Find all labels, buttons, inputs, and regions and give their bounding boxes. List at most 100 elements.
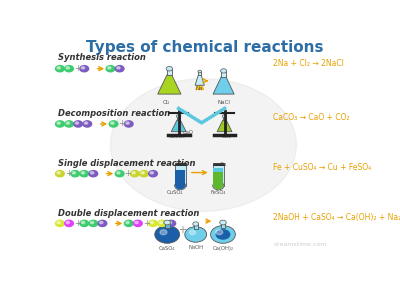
Circle shape: [80, 220, 88, 226]
Text: Double displacement reaction: Double displacement reaction: [58, 209, 199, 218]
Polygon shape: [196, 82, 203, 90]
Circle shape: [134, 220, 142, 226]
Bar: [167, 69, 172, 75]
Circle shape: [117, 67, 120, 69]
Circle shape: [159, 221, 162, 224]
Circle shape: [216, 229, 230, 240]
Text: Cl₂: Cl₂: [162, 100, 170, 105]
Circle shape: [210, 226, 235, 243]
Circle shape: [57, 122, 60, 124]
Circle shape: [65, 220, 73, 226]
Polygon shape: [171, 120, 186, 132]
Text: Ca(OH)₂: Ca(OH)₂: [212, 246, 234, 251]
Text: 2Na + Cl₂ → 2NaCl: 2Na + Cl₂ → 2NaCl: [273, 59, 344, 68]
Bar: [213, 163, 224, 165]
Circle shape: [90, 221, 94, 224]
Text: Synthesis reaction: Synthesis reaction: [58, 53, 146, 62]
Circle shape: [130, 170, 139, 177]
Circle shape: [65, 66, 73, 72]
Text: Na: Na: [196, 86, 204, 91]
Circle shape: [132, 172, 135, 174]
Circle shape: [198, 70, 202, 73]
Text: Cu: Cu: [220, 162, 226, 167]
Circle shape: [110, 79, 296, 211]
Circle shape: [80, 66, 88, 72]
Bar: [223, 116, 226, 120]
Circle shape: [216, 230, 223, 235]
Bar: [221, 71, 226, 77]
Circle shape: [175, 182, 185, 189]
Circle shape: [164, 220, 170, 225]
Circle shape: [90, 172, 94, 174]
Circle shape: [115, 170, 124, 177]
Bar: [213, 168, 223, 172]
Circle shape: [81, 221, 85, 224]
Circle shape: [220, 69, 227, 73]
Circle shape: [149, 220, 157, 226]
Circle shape: [65, 121, 73, 127]
Circle shape: [72, 172, 76, 174]
Text: 2NaOH + CaSO₄ → Ca(OH)₂ + Na₂SO₄: 2NaOH + CaSO₄ → Ca(OH)₂ + Na₂SO₄: [273, 213, 400, 222]
Text: CaCO₃: CaCO₃: [168, 134, 185, 139]
Circle shape: [222, 115, 227, 118]
Circle shape: [168, 221, 172, 224]
Circle shape: [141, 172, 144, 174]
Circle shape: [111, 122, 114, 124]
Circle shape: [213, 182, 223, 189]
Circle shape: [185, 227, 207, 242]
Polygon shape: [213, 77, 234, 94]
Circle shape: [71, 170, 80, 177]
Bar: [213, 165, 224, 186]
Text: Decomposition reaction: Decomposition reaction: [58, 110, 170, 119]
Circle shape: [189, 230, 196, 235]
Polygon shape: [217, 120, 232, 132]
Circle shape: [57, 172, 60, 174]
Circle shape: [124, 220, 133, 226]
Circle shape: [106, 66, 115, 72]
Text: FeSO₄: FeSO₄: [210, 190, 226, 195]
Text: CO₂: CO₂: [222, 134, 231, 139]
Circle shape: [150, 172, 154, 174]
Text: dreamstime.com: dreamstime.com: [273, 242, 326, 247]
Text: CaO: CaO: [182, 130, 193, 135]
Circle shape: [140, 170, 148, 177]
Circle shape: [193, 222, 199, 226]
Bar: [221, 222, 225, 228]
Text: Fe: Fe: [178, 162, 184, 167]
Text: CaSO₄: CaSO₄: [159, 246, 175, 251]
Circle shape: [80, 170, 88, 177]
Text: NaCl: NaCl: [217, 100, 230, 105]
Bar: [198, 71, 201, 75]
Circle shape: [98, 220, 107, 226]
Circle shape: [66, 67, 70, 69]
Circle shape: [135, 221, 138, 224]
Bar: [213, 172, 223, 186]
Text: CuSO₄: CuSO₄: [167, 190, 183, 195]
Circle shape: [176, 115, 181, 118]
Text: Types of chemical reactions: Types of chemical reactions: [86, 40, 324, 55]
Bar: [175, 163, 186, 165]
Text: Fe + CuSO₄ → Cu + FeSO₄: Fe + CuSO₄ → Cu + FeSO₄: [273, 163, 371, 172]
Circle shape: [158, 220, 166, 226]
Bar: [165, 222, 170, 228]
Circle shape: [150, 221, 154, 224]
Circle shape: [89, 170, 98, 177]
Circle shape: [81, 172, 85, 174]
Circle shape: [66, 221, 70, 224]
Text: Single displacement reaction: Single displacement reaction: [58, 159, 195, 168]
Circle shape: [56, 66, 64, 72]
Circle shape: [160, 230, 167, 235]
Circle shape: [149, 170, 157, 177]
Bar: [175, 165, 186, 186]
Circle shape: [89, 220, 98, 226]
Circle shape: [56, 220, 64, 226]
Polygon shape: [158, 75, 181, 94]
Circle shape: [175, 182, 186, 190]
Polygon shape: [195, 75, 204, 85]
Circle shape: [81, 67, 85, 69]
Circle shape: [100, 221, 103, 224]
Circle shape: [57, 67, 60, 69]
Circle shape: [66, 122, 70, 124]
Text: CaCO₃ → CaO + CO₂: CaCO₃ → CaO + CO₂: [273, 113, 350, 122]
Circle shape: [155, 226, 180, 243]
